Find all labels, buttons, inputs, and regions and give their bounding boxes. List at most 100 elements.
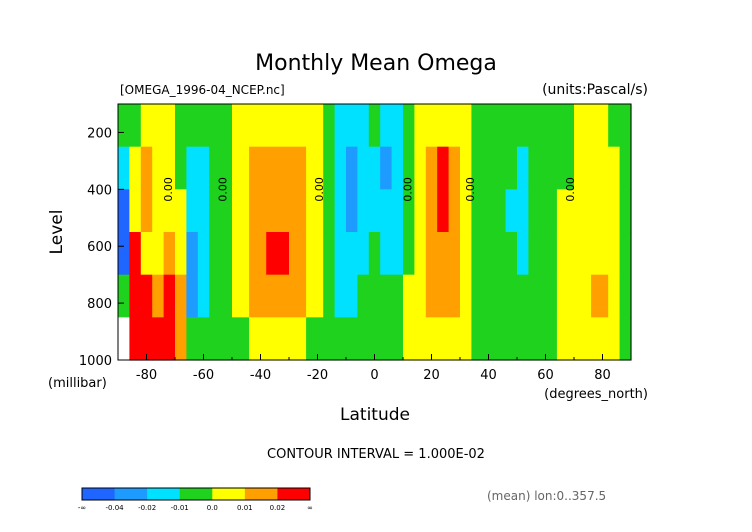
y-axis: 200 400 600 800 1000	[79, 126, 124, 369]
contour-cell-1-2	[129, 189, 142, 233]
contour-cell-7-3	[197, 232, 210, 276]
contour-cell-34-5	[608, 317, 621, 361]
contour-cell-15-2	[334, 189, 347, 233]
contour-cell-0-0	[118, 104, 130, 148]
x-tick-label-4: 0	[370, 368, 378, 383]
contour-cell-29-0	[517, 104, 529, 148]
contour-cell-26-0	[460, 104, 472, 148]
contour-cell-5-4	[175, 274, 187, 318]
contour-cell-31-1	[556, 146, 575, 190]
y-tick-label-2: 600	[87, 240, 112, 255]
zero-contour-label-2: 0.00	[313, 177, 326, 202]
contour-cell-20-1	[391, 146, 404, 190]
contour-cell-27-1	[471, 146, 507, 190]
contour-cell-13-0	[306, 104, 324, 148]
contour-interval-text: CONTOUR INTERVAL = 1.000E-02	[267, 447, 485, 462]
contour-cell-22-1	[414, 146, 427, 190]
contour-cell-1-5	[129, 317, 142, 361]
contour-cell-24-3	[437, 232, 450, 276]
x-axis: -80 -60 -40 -20 0 20 40 60 80	[117, 354, 632, 383]
colorbar-swatch-0	[82, 488, 116, 500]
contour-cell-25-0	[448, 104, 461, 148]
contour-cell-2-1	[140, 146, 153, 190]
contour-cell-4-5	[163, 317, 176, 361]
contour-cell-27-0	[471, 104, 507, 148]
contour-cell-29-2	[517, 189, 529, 233]
contour-cell-25-3	[448, 232, 461, 276]
contour-cell-18-3	[368, 232, 381, 276]
contour-cell-17-4	[357, 274, 370, 318]
contour-cell-1-4	[129, 274, 142, 318]
contour-cell-28-2	[505, 189, 518, 233]
contour-cell-29-1	[517, 146, 529, 190]
contour-cell-18-0	[368, 104, 381, 148]
zero-contour-label-4: 0.00	[464, 177, 477, 202]
contour-cell-25-1	[448, 146, 461, 190]
colorbar-label-2: -0.02	[138, 504, 156, 512]
contour-cell-6-2	[186, 189, 199, 233]
contour-cell-0-4	[118, 274, 130, 318]
contour-cell-23-2	[425, 189, 438, 233]
contour-cell-3-3	[152, 232, 165, 276]
colorbar-swatch-3	[179, 488, 213, 500]
contour-cell-34-3	[608, 232, 621, 276]
colorbar-swatch-6	[277, 488, 311, 500]
contour-cell-2-2	[140, 189, 153, 233]
contour-cell-27-2	[471, 189, 507, 233]
contour-cell-11-3	[266, 232, 290, 276]
contour-cell-13-2	[306, 189, 324, 233]
contour-cell-5-1	[175, 146, 187, 190]
contour-cell-31-2	[556, 189, 575, 233]
contour-cell-9-2	[232, 189, 250, 233]
contour-cell-35-3	[619, 232, 632, 276]
contour-cell-12-2	[289, 189, 307, 233]
contour-cell-15-1	[334, 146, 347, 190]
contour-cell-25-4	[448, 274, 461, 318]
contour-cell-30-5	[528, 317, 558, 361]
x-axis-label: Latitude	[340, 405, 410, 425]
plot-area	[118, 104, 632, 361]
contour-cell-7-0	[197, 104, 210, 148]
x-tick-label-6: 40	[480, 368, 497, 383]
contour-cell-14-5	[323, 317, 336, 361]
contour-cell-19-0	[380, 104, 393, 148]
x-tick-label-0: -80	[136, 368, 157, 383]
contour-cell-8-3	[209, 232, 233, 276]
contour-cell-9-1	[232, 146, 250, 190]
contour-cell-21-3	[403, 232, 415, 276]
colorbar-label-1: -0.04	[106, 504, 125, 512]
zero-contour-label-5: 0.00	[564, 177, 577, 202]
contour-cell-14-0	[323, 104, 336, 148]
contour-cell-23-4	[425, 274, 438, 318]
contour-cell-8-1	[209, 146, 233, 190]
file-label: [OMEGA_1996-04_NCEP.nc]	[120, 83, 285, 97]
contour-cell-18-5	[368, 317, 381, 361]
contour-cell-5-5	[175, 317, 187, 361]
contour-cell-33-0	[591, 104, 609, 148]
colorbar: -∞ -0.04 -0.02 -0.01 0.0 0.01 0.02 ∞	[78, 487, 313, 512]
contour-cell-33-5	[591, 317, 609, 361]
contour-cell-6-3	[186, 232, 199, 276]
contour-cell-20-3	[391, 232, 404, 276]
y-axis-units: (millibar)	[48, 376, 107, 391]
contour-cell-2-0	[140, 104, 153, 148]
contour-cell-28-5	[505, 317, 518, 361]
contour-cell-12-1	[289, 146, 307, 190]
contour-cell-15-4	[334, 274, 347, 318]
contour-cell-3-1	[152, 146, 165, 190]
contour-cell-23-5	[425, 317, 438, 361]
contour-cell-7-4	[197, 274, 210, 318]
contour-cell-11-4	[266, 274, 290, 318]
contour-cell-0-1	[118, 146, 130, 190]
contour-cell-31-5	[556, 317, 575, 361]
colorbar-swatch-2	[147, 488, 181, 500]
contour-cell-26-1	[460, 146, 472, 190]
contour-cell-9-0	[232, 104, 250, 148]
contour-cell-10-5	[249, 317, 267, 361]
contour-cell-3-5	[152, 317, 165, 361]
contour-cell-34-1	[608, 146, 621, 190]
contour-cell-23-0	[425, 104, 438, 148]
contour-cell-6-5	[186, 317, 199, 361]
contour-cell-30-4	[528, 274, 558, 318]
contour-cell-0-3	[118, 232, 130, 276]
